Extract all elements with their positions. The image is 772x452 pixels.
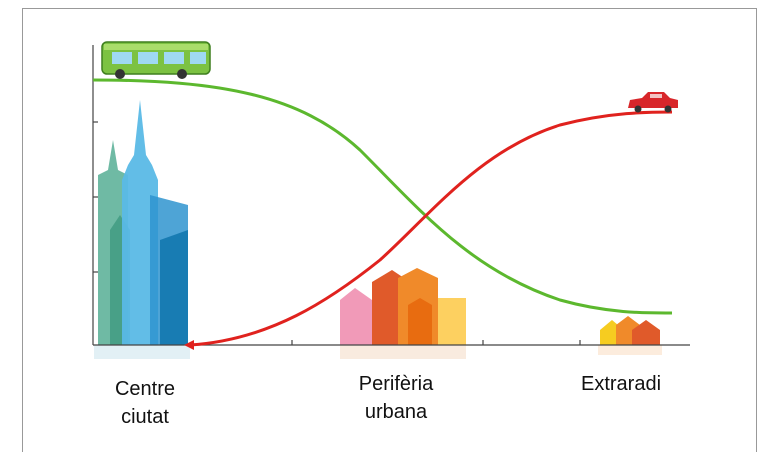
car-icon: [628, 92, 678, 113]
suburb-houses: [340, 268, 466, 359]
city-towers: [94, 100, 190, 359]
arrow-head: [184, 340, 194, 350]
label-line: Perifèria: [359, 373, 434, 395]
outskirts-houses: [598, 316, 662, 355]
label-line: Centre: [115, 378, 175, 400]
car-curve: [189, 110, 673, 347]
label-line: Extraradi: [581, 373, 661, 395]
label-line: urbana: [365, 401, 428, 423]
bus-curve: [92, 78, 673, 315]
bus-icon: [101, 41, 211, 79]
label-line: ciutat: [121, 406, 169, 428]
